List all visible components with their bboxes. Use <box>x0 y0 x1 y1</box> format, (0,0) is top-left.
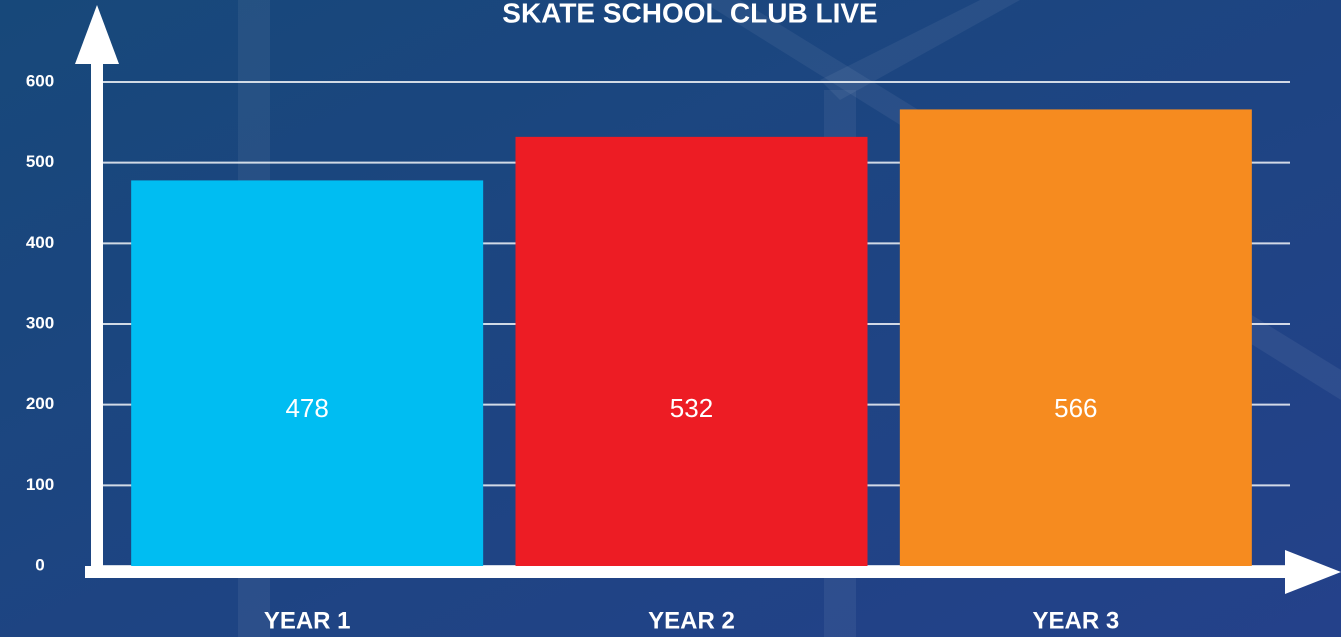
bar <box>515 136 868 566</box>
y-axis <box>91 30 103 578</box>
y-tick-label: 300 <box>26 313 54 332</box>
bars <box>131 109 1252 566</box>
x-axis <box>85 566 1315 578</box>
bar <box>899 109 1252 566</box>
y-tick-label: 200 <box>26 394 54 413</box>
x-tick-label: YEAR 1 <box>264 607 351 634</box>
x-tick-label: YEAR 2 <box>648 607 735 634</box>
decor <box>820 0 1020 100</box>
y-tick-label: 0 <box>35 555 44 574</box>
y-tick-label: 600 <box>26 71 54 90</box>
x-axis-arrow <box>1285 550 1341 594</box>
x-tick-label: YEAR 3 <box>1032 607 1119 634</box>
chart-title: SKATE SCHOOL CLUB LIVE <box>502 0 877 28</box>
value-label: 532 <box>670 393 713 423</box>
y-tick-label: 400 <box>26 233 54 252</box>
value-label: 566 <box>1054 393 1097 423</box>
labels: 0 100 200 300 400 500 600 478 YEAR 1 532 YEAR 2 566… <box>26 71 1119 634</box>
bar <box>131 180 484 566</box>
y-tick-label: 500 <box>26 152 54 171</box>
y-axis-arrow <box>75 5 119 64</box>
y-tick-label: 100 <box>26 475 54 494</box>
value-label: 478 <box>285 393 328 423</box>
